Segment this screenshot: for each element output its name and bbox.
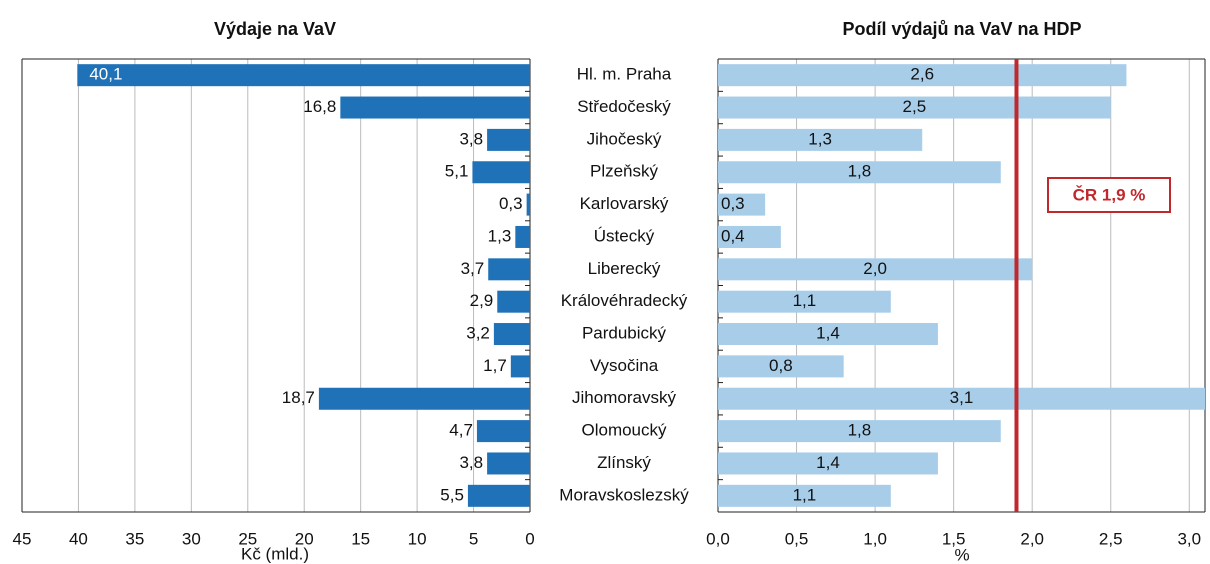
value-label: 3,2 bbox=[466, 324, 490, 343]
bar bbox=[488, 258, 530, 281]
category-label: Hl. m. Praha bbox=[577, 65, 672, 84]
value-label: 3,1 bbox=[950, 388, 974, 407]
bar bbox=[340, 96, 530, 119]
x-tick-label: 10 bbox=[408, 529, 427, 548]
x-tick-label: 45 bbox=[13, 529, 32, 548]
category-label: Středočeský bbox=[577, 97, 671, 116]
bar bbox=[718, 420, 1001, 443]
bar bbox=[718, 323, 938, 346]
x-tick-label: 0,0 bbox=[706, 529, 730, 548]
x-tick-label: 5 bbox=[469, 529, 478, 548]
category-label: Zlínský bbox=[597, 453, 651, 472]
value-label: 1,7 bbox=[483, 356, 507, 375]
bar bbox=[515, 225, 530, 248]
x-tick-label: 35 bbox=[125, 529, 144, 548]
x-tick-label: 20 bbox=[295, 529, 314, 548]
x-tick-label: 40 bbox=[69, 529, 88, 548]
bar bbox=[718, 452, 938, 475]
bar bbox=[718, 387, 1205, 410]
value-label: 1,4 bbox=[816, 453, 840, 472]
bar bbox=[510, 355, 530, 378]
value-label: 16,8 bbox=[303, 97, 336, 116]
bar bbox=[718, 290, 891, 313]
value-label: 40,1 bbox=[89, 65, 122, 84]
bar bbox=[476, 420, 530, 443]
value-label: 4,7 bbox=[449, 421, 473, 440]
bar bbox=[472, 161, 530, 184]
bar bbox=[487, 452, 530, 475]
bar bbox=[718, 225, 781, 248]
category-label: Karlovarský bbox=[580, 194, 669, 213]
value-label: 3,8 bbox=[459, 129, 483, 148]
x-axis-label: % bbox=[954, 545, 969, 564]
value-label: 2,6 bbox=[910, 65, 934, 84]
value-label: 5,1 bbox=[445, 162, 469, 181]
bar bbox=[718, 484, 891, 507]
x-tick-label: 0,5 bbox=[785, 529, 809, 548]
category-label: Pardubický bbox=[582, 324, 667, 343]
x-tick-label: 2,5 bbox=[1099, 529, 1123, 548]
x-tick-label: 25 bbox=[238, 529, 257, 548]
bar bbox=[718, 64, 1127, 87]
category-label: Moravskoslezský bbox=[559, 485, 689, 504]
x-tick-label: 1,0 bbox=[863, 529, 887, 548]
bar bbox=[718, 128, 923, 151]
category-label: Olomoucký bbox=[581, 421, 667, 440]
value-label: 1,8 bbox=[848, 421, 872, 440]
annotation-box bbox=[1047, 177, 1171, 213]
value-label: 2,5 bbox=[903, 97, 927, 116]
x-tick-label: 1,5 bbox=[942, 529, 966, 548]
category-label: Plzeňský bbox=[590, 162, 659, 181]
bar bbox=[526, 193, 530, 216]
x-tick-label: 30 bbox=[182, 529, 201, 548]
category-label: Liberecký bbox=[588, 259, 661, 278]
chart-title: Podíl výdajů na VaV na HDP bbox=[842, 19, 1081, 39]
x-tick-label: 2,0 bbox=[1020, 529, 1044, 548]
bar bbox=[718, 193, 766, 216]
x-tick-label: 3,0 bbox=[1177, 529, 1201, 548]
value-label: 2,9 bbox=[470, 291, 494, 310]
bar bbox=[718, 161, 1001, 184]
bar bbox=[718, 96, 1111, 119]
chart-title: Výdaje na VaV bbox=[214, 19, 336, 39]
value-label: 1,8 bbox=[848, 162, 872, 181]
value-label: 0,4 bbox=[721, 226, 745, 245]
value-label: 1,1 bbox=[793, 485, 817, 504]
bar bbox=[497, 290, 530, 313]
value-label: 2,0 bbox=[863, 259, 887, 278]
value-label: 1,4 bbox=[816, 324, 840, 343]
value-label: 3,7 bbox=[461, 259, 485, 278]
x-axis-label: Kč (mld.) bbox=[241, 544, 309, 563]
value-label: 1,1 bbox=[793, 291, 817, 310]
value-label: 5,5 bbox=[440, 485, 464, 504]
bar bbox=[718, 355, 844, 378]
category-label: Jihomoravský bbox=[572, 388, 676, 407]
bar bbox=[467, 484, 530, 507]
bar bbox=[493, 323, 530, 346]
value-label: 0,3 bbox=[499, 194, 523, 213]
value-label: 3,8 bbox=[459, 453, 483, 472]
x-tick-label: 0 bbox=[525, 529, 534, 548]
value-label: 0,8 bbox=[769, 356, 793, 375]
category-label: Vysočina bbox=[590, 356, 659, 375]
category-label: Jihočeský bbox=[587, 129, 662, 148]
value-label: 1,3 bbox=[488, 226, 512, 245]
value-label: 1,3 bbox=[808, 129, 832, 148]
bar bbox=[318, 387, 530, 410]
annotation: ČR 1,9 % bbox=[1073, 185, 1146, 204]
bar bbox=[487, 128, 530, 151]
category-label: Královéhradecký bbox=[561, 291, 688, 310]
bar bbox=[718, 258, 1033, 281]
x-tick-label: 15 bbox=[351, 529, 370, 548]
bar bbox=[77, 64, 530, 87]
value-label: 0,3 bbox=[721, 194, 745, 213]
category-label: Ústecký bbox=[594, 226, 655, 245]
value-label: 18,7 bbox=[282, 388, 315, 407]
